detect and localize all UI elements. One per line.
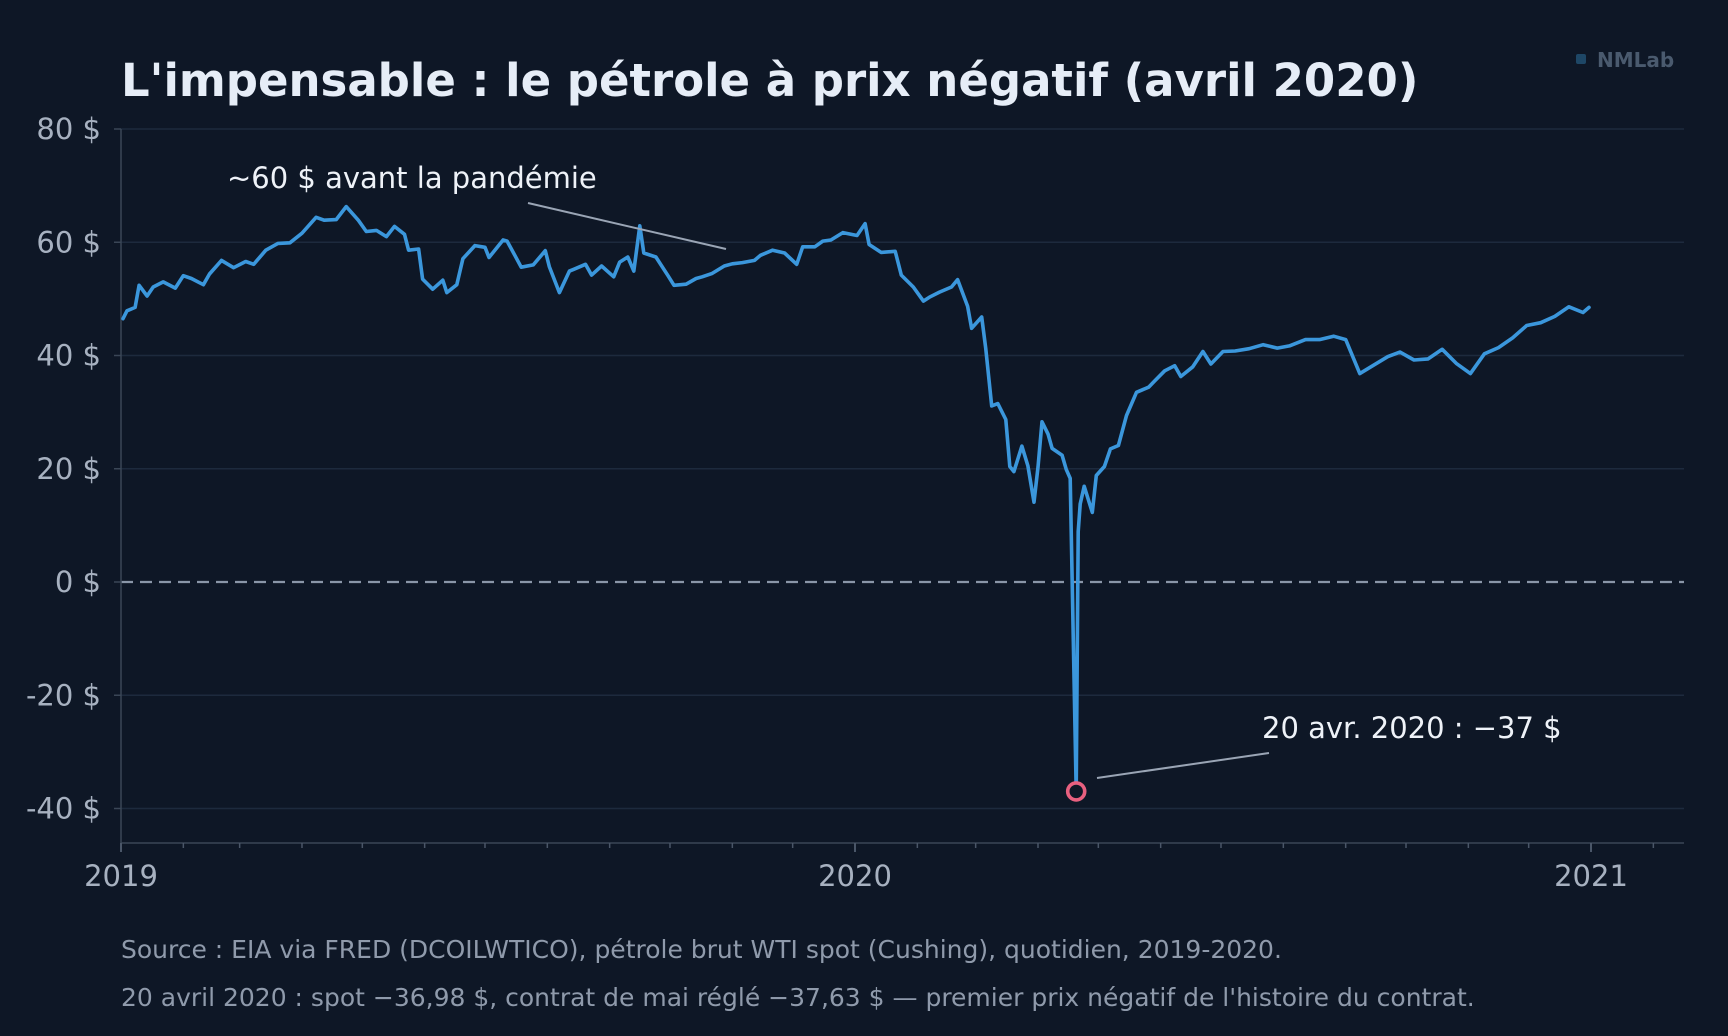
y-tick-label: -40 $ (26, 792, 101, 826)
plot-area (121, 204, 1591, 802)
y-tick-label: 80 $ (36, 112, 101, 146)
brand-label: NMLab (1597, 48, 1674, 72)
x-tick-label: 2020 (818, 859, 892, 893)
min-price-marker (1065, 781, 1087, 802)
annotation-negative-price-label: 20 avr. 2020 : −37 $ (1262, 711, 1562, 745)
event-note: 20 avril 2020 : spot −36,98 $, contrat d… (121, 983, 1475, 1012)
x-tick-label: 2021 (1554, 859, 1628, 893)
annotation-negative-price-pointer (1096, 752, 1270, 779)
annotation-pre-pandemic-label: ~60 $ avant la pandémie (227, 161, 597, 195)
y-tick-label: 0 $ (55, 565, 101, 599)
y-tick-label: 20 $ (36, 452, 101, 486)
axes: 80 $ 60 $ 40 $ 20 $ 0 $ -20 $ -40 $ 2019 2020 202… (26, 112, 1684, 893)
chart-title: L'impensable : le pétrole à prix négatif… (121, 54, 1418, 107)
annotation-pre-pandemic-pointer (527, 202, 727, 250)
y-tick-label: 60 $ (36, 225, 101, 259)
source-note: Source : EIA via FRED (DCOILWTICO), pétr… (121, 935, 1282, 964)
y-tick-label: -20 $ (26, 678, 101, 712)
grid (121, 128, 1684, 810)
square-icon (1576, 54, 1586, 64)
series-line (121, 204, 1591, 794)
x-tick-label: 2019 (84, 859, 158, 893)
annotation-negative-price: 20 avr. 2020 : −37 $ (1096, 711, 1562, 779)
annotation-pre-pandemic: ~60 $ avant la pandémie (227, 161, 727, 250)
y-tick-label: 40 $ (36, 339, 101, 373)
